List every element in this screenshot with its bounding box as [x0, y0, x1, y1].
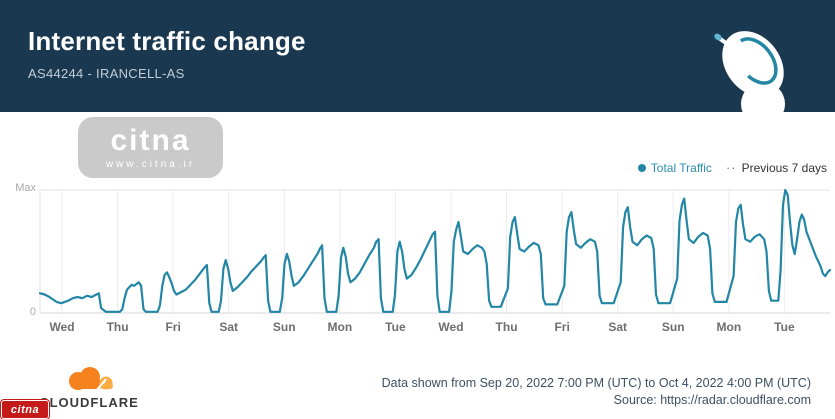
legend-item-previous-7-days[interactable]: ·· Previous 7 days — [726, 161, 827, 175]
x-tick-label: Wed — [438, 320, 464, 334]
citna-badge-text: citna — [10, 403, 40, 416]
legend-dash-icon: ·· — [725, 160, 737, 175]
y-axis-zero-label: 0 — [29, 306, 36, 318]
x-tick-label: Sat — [608, 320, 628, 334]
chart-legend: Total Traffic ·· Previous 7 days — [637, 161, 827, 175]
x-tick-label: Tue — [774, 320, 795, 334]
x-tick-label: Tue — [385, 320, 406, 334]
traffic-chart: Max 0 — [0, 180, 835, 340]
legend-dot-icon — [637, 164, 646, 172]
x-tick-label: Mon — [327, 320, 353, 334]
x-tick-label: Thu — [495, 320, 518, 334]
x-tick-label: Wed — [49, 320, 75, 334]
traffic-chart-svg — [38, 188, 832, 314]
citna-badge: citna — [1, 400, 49, 419]
x-tick-label: Mon — [716, 320, 742, 334]
citna-watermark-logo: citna — [110, 123, 191, 157]
source-text: Source: https://radar.cloudflare.com — [613, 393, 811, 407]
x-tick-label: Thu — [106, 320, 129, 334]
legend-total-traffic-label: Total Traffic — [650, 161, 712, 175]
cloudflare-cloud-icon — [69, 367, 113, 392]
x-tick-label: Sun — [272, 320, 296, 334]
legend-previous-label: Previous 7 days — [741, 161, 827, 175]
citna-watermark: citna www.citna.ir — [78, 117, 223, 178]
x-tick-label: Fri — [554, 320, 570, 334]
data-range-text: Data shown from Sep 20, 2022 7:00 PM (UT… — [381, 376, 811, 390]
cloudflare-wordmark: CLOUDFLARE — [39, 395, 139, 410]
y-axis-max-label: Max — [15, 182, 36, 194]
x-tick-label: Sun — [661, 320, 685, 334]
x-tick-label: Fri — [165, 320, 181, 334]
cloudflare-logo: CLOUDFLARE — [26, 366, 152, 412]
x-axis-labels: Wed Thu Fri Sat Sun Mon Tue Wed Thu Fri Sat Sun Mon T… — [0, 320, 835, 338]
page-title: Internet traffic change — [28, 26, 306, 56]
chart-footer: Data shown from Sep 20, 2022 7:00 PM (UT… — [382, 375, 811, 409]
x-tick-label: Sat — [219, 320, 239, 334]
asn-subtitle: AS44244 - IRANCELL-AS — [28, 66, 185, 81]
satellite-dish-icon — [714, 31, 785, 126]
legend-item-total-traffic[interactable]: Total Traffic — [637, 161, 712, 175]
citna-watermark-url: www.citna.ir — [105, 158, 196, 170]
header-banner: Internet traffic change AS44244 - IRANCE… — [0, 0, 835, 126]
total-traffic-line — [38, 188, 832, 313]
